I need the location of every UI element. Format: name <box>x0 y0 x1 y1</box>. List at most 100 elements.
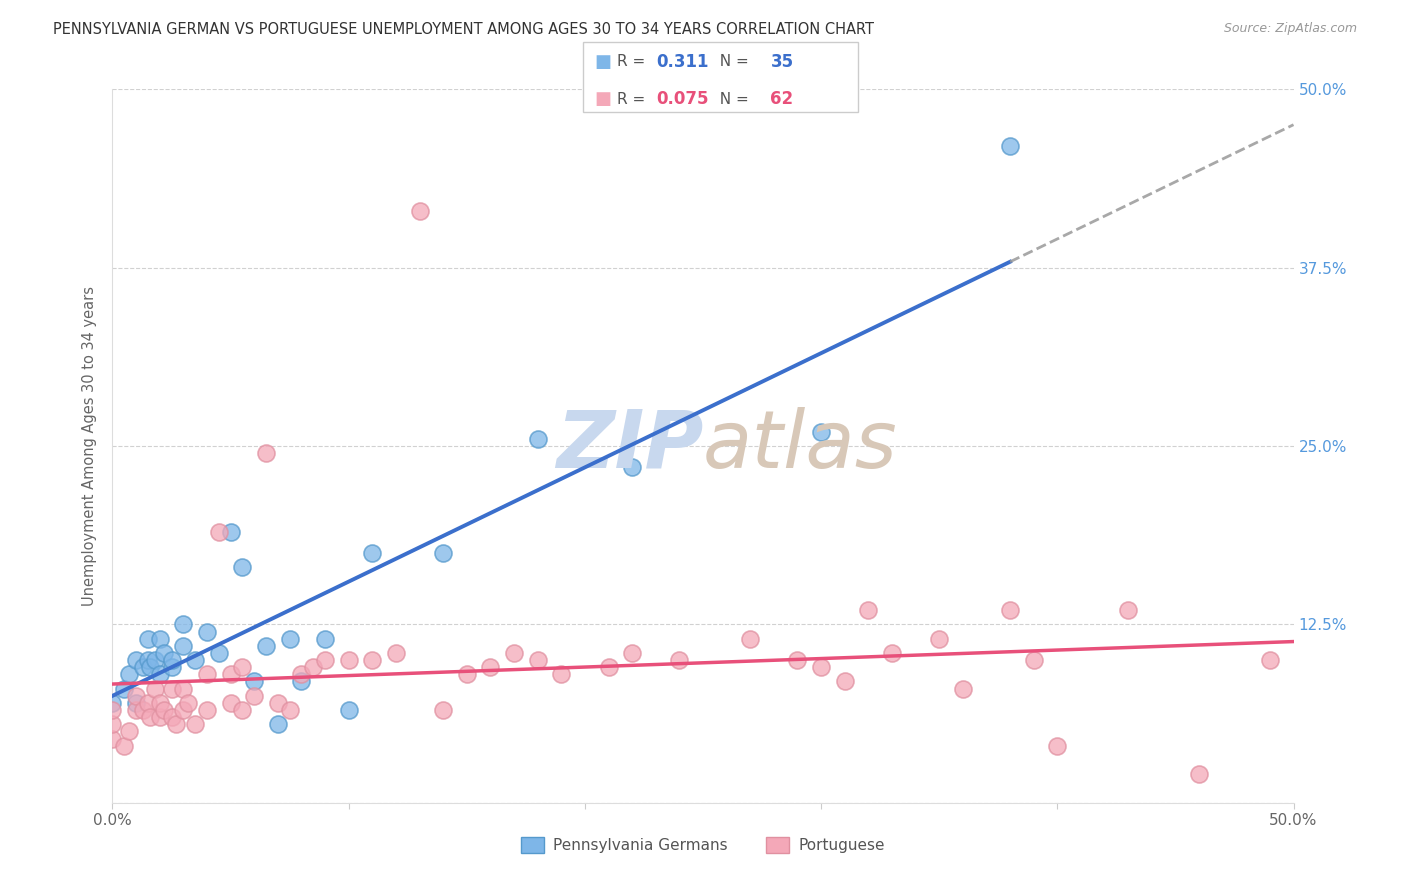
Point <box>136 653 159 667</box>
Point <box>479 660 502 674</box>
Point <box>1022 653 1045 667</box>
Point <box>160 660 183 674</box>
Text: atlas: atlas <box>703 407 898 485</box>
Point <box>314 632 336 646</box>
Text: ■: ■ <box>595 53 612 70</box>
Point <box>172 703 194 717</box>
Point <box>231 560 253 574</box>
Point <box>1046 739 1069 753</box>
Point <box>195 703 218 717</box>
Text: 0.311: 0.311 <box>657 53 709 70</box>
Point <box>195 624 218 639</box>
Point <box>195 667 218 681</box>
Point <box>208 646 231 660</box>
Point <box>231 660 253 674</box>
Point <box>153 703 176 717</box>
Point <box>219 524 242 539</box>
Point <box>231 703 253 717</box>
Point <box>219 667 242 681</box>
Point <box>208 524 231 539</box>
Point <box>153 646 176 660</box>
Point <box>278 703 301 717</box>
Point <box>149 710 172 724</box>
Text: 0.075: 0.075 <box>657 90 709 108</box>
Point <box>136 632 159 646</box>
Point <box>598 660 620 674</box>
Point <box>139 710 162 724</box>
Point <box>112 681 135 696</box>
Point <box>880 646 903 660</box>
Point <box>101 717 124 731</box>
Point <box>243 674 266 689</box>
Point <box>503 646 526 660</box>
Point <box>432 546 454 560</box>
Point <box>143 653 166 667</box>
Text: Source: ZipAtlas.com: Source: ZipAtlas.com <box>1223 22 1357 36</box>
Point <box>118 724 141 739</box>
Text: N =: N = <box>710 92 754 106</box>
Point <box>160 710 183 724</box>
Point <box>165 717 187 731</box>
Point <box>177 696 200 710</box>
Point <box>290 667 312 681</box>
Point <box>952 681 974 696</box>
Point <box>361 653 384 667</box>
Point <box>172 681 194 696</box>
Point <box>101 703 124 717</box>
Text: ZIP: ZIP <box>555 407 703 485</box>
Point <box>408 203 430 218</box>
Text: R =: R = <box>617 54 651 69</box>
Point <box>132 660 155 674</box>
Y-axis label: Unemployment Among Ages 30 to 34 years: Unemployment Among Ages 30 to 34 years <box>82 286 97 606</box>
Point <box>101 731 124 746</box>
Point <box>184 717 207 731</box>
Point <box>149 696 172 710</box>
Point <box>621 460 644 475</box>
Point <box>267 696 290 710</box>
Point <box>132 703 155 717</box>
Text: 35: 35 <box>770 53 793 70</box>
Point <box>302 660 325 674</box>
Point <box>337 703 360 717</box>
Point <box>432 703 454 717</box>
Text: R =: R = <box>617 92 651 106</box>
Point <box>160 653 183 667</box>
Point <box>385 646 408 660</box>
Point <box>550 667 572 681</box>
Point <box>858 603 880 617</box>
Point <box>998 603 1021 617</box>
Point <box>143 681 166 696</box>
Point <box>998 139 1021 153</box>
Point <box>1258 653 1281 667</box>
Point <box>526 653 548 667</box>
Text: N =: N = <box>710 54 754 69</box>
Point <box>125 696 148 710</box>
Text: 62: 62 <box>770 90 793 108</box>
Point <box>337 653 360 667</box>
Legend: Pennsylvania Germans, Portuguese: Pennsylvania Germans, Portuguese <box>515 831 891 859</box>
Point <box>125 653 148 667</box>
Point <box>621 646 644 660</box>
Point <box>668 653 690 667</box>
Point <box>139 660 162 674</box>
Point <box>526 432 548 446</box>
Point <box>740 632 762 646</box>
Point <box>149 632 172 646</box>
Text: ■: ■ <box>595 90 612 108</box>
Point <box>810 425 832 439</box>
Point <box>172 617 194 632</box>
Point <box>834 674 856 689</box>
Point <box>160 681 183 696</box>
Point <box>314 653 336 667</box>
Point <box>125 703 148 717</box>
Point <box>184 653 207 667</box>
Point <box>149 667 172 681</box>
Point <box>1188 767 1211 781</box>
Point <box>243 689 266 703</box>
Point <box>361 546 384 560</box>
Point <box>219 696 242 710</box>
Point <box>172 639 194 653</box>
Point <box>254 446 277 460</box>
Point <box>290 674 312 689</box>
Point <box>456 667 478 681</box>
